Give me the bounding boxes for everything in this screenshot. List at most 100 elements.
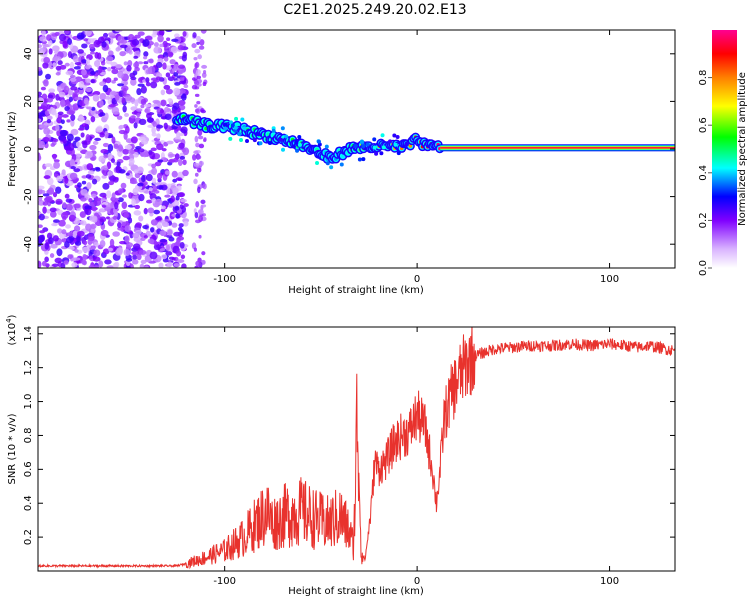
- spectrogram-noise-blob: [151, 167, 158, 176]
- snr-y-axis: 0.2 0.4 0.6 0.8 1.0 1.2 1.4: [23, 326, 675, 545]
- spectrogram-noise-blob: [175, 177, 183, 181]
- spectrogram-noise-blob: [81, 123, 88, 128]
- spectrogram-ridge-fragment: [223, 126, 228, 131]
- spectrogram-noise-blob: [166, 37, 171, 42]
- spectrogram-noise-blob: [195, 260, 201, 267]
- spectrogram-noise-blob: [107, 32, 116, 37]
- spectrogram-noise-blob: [51, 223, 58, 227]
- spectrogram-noise-blob: [140, 237, 146, 241]
- spectrogram-noise-blob: [40, 102, 48, 109]
- spectrogram-noise-blob: [93, 39, 101, 48]
- spectrogram-noise-blob: [137, 83, 145, 87]
- spectrogram-noise-blob: [148, 187, 153, 192]
- spectrogram-noise-blob: [49, 253, 55, 258]
- spectrogram-noise-blob: [177, 192, 186, 198]
- spectrogram-noise-blob: [201, 204, 207, 208]
- spectrogram-noise-blob: [164, 194, 171, 198]
- spectrogram-noise-blob: [57, 85, 62, 92]
- spectrogram-noise-blob: [108, 181, 115, 186]
- spectrogram-noise-blob: [70, 86, 78, 91]
- spectrogram-ridge-fragment: [267, 141, 272, 146]
- spectrogram-noise-blob: [130, 76, 137, 81]
- spectrogram-noise-blob: [124, 95, 133, 101]
- spectrogram-noise-blob: [106, 265, 115, 268]
- spectrogram-y-axis: -40 -20 0 20 40: [23, 47, 675, 252]
- spectrogram-noise-blob: [112, 176, 119, 183]
- spectrogram-x-tick-label: 0: [414, 274, 420, 285]
- spectrogram-noise-blob: [46, 97, 53, 103]
- spectrogram-noise-blob: [155, 61, 163, 69]
- spectrogram-noise-blob: [90, 79, 95, 84]
- spectrogram-noise-blob: [49, 207, 57, 213]
- spectrogram-noise-blob: [123, 61, 128, 66]
- spectrogram-ridge-fragment: [372, 145, 377, 150]
- spectrogram-noise-blob: [67, 142, 75, 151]
- spectrogram-noise-blob: [196, 75, 202, 80]
- spectrogram-noise-blob: [201, 64, 208, 69]
- spectrogram-noise-blob: [173, 63, 180, 72]
- spectrogram-noise-blob: [85, 78, 92, 84]
- spectrogram-noise-blob: [73, 203, 81, 209]
- spectrogram-noise-blob: [171, 170, 178, 178]
- spectrogram-noise-blob: [105, 77, 112, 84]
- spectrogram-noise-blob: [46, 34, 52, 41]
- spectrogram-noise-blob: [179, 76, 185, 81]
- spectrogram-noise-blob: [159, 108, 164, 114]
- spectrogram-ridge-fragment: [339, 162, 344, 167]
- spectrogram-noise-blob: [82, 141, 88, 149]
- spectrogram-noise-blob: [100, 60, 106, 66]
- spectrogram-noise-blob: [144, 106, 151, 114]
- spectrogram-noise-blob: [69, 246, 75, 251]
- spectrogram-noise-blob: [140, 139, 149, 145]
- spectrogram-noise-blob: [191, 84, 198, 90]
- spectrogram-noise-blob: [136, 87, 142, 96]
- snr-y-label: SNR (10 * v/v): [7, 413, 18, 484]
- spectrogram-panel: -100 0 100 -40 -20 0 20 40 Height of straight …: [7, 29, 676, 296]
- spectrogram-noise-blob: [152, 30, 157, 36]
- colorbar-tick-label: 0.2: [698, 212, 709, 228]
- spectrogram-noise-blob: [183, 84, 189, 89]
- spectrogram-noise-blob: [49, 210, 57, 218]
- spectrogram-noise-blob: [177, 226, 183, 232]
- spectrogram-noise-blob: [196, 167, 202, 173]
- spectrogram-noise-blob: [81, 69, 87, 76]
- spectrogram-noise-blob: [53, 56, 62, 62]
- spectrogram-noise-blob: [144, 265, 149, 268]
- spectrogram-noise-blob: [76, 32, 85, 40]
- spectrogram-ridge-fragment: [228, 136, 233, 141]
- snr-y-tick-label: 0.4: [23, 495, 34, 511]
- spectrogram-noise-blob: [46, 118, 52, 124]
- spectrogram-noise-blob: [202, 183, 207, 190]
- spectrogram-noise-blob: [93, 265, 100, 268]
- spectrogram-noise-blob: [38, 91, 42, 96]
- spectrogram-noise-blob: [114, 94, 120, 101]
- spectrogram-noise-blob: [183, 220, 189, 227]
- spectrogram-noise-blob: [61, 114, 69, 118]
- colorbar-gradient: [712, 30, 737, 268]
- spectrogram-noise-blob: [149, 151, 156, 160]
- colorbar-tick-label: 0.6: [698, 117, 709, 133]
- spectrogram-noise-blob: [201, 251, 206, 256]
- spectrogram-noise-blob: [197, 129, 203, 136]
- spectrogram-noise-blob: [181, 263, 187, 268]
- spectrogram-noise-blob: [165, 72, 171, 78]
- spectrogram-x-axis: -100 0 100: [213, 30, 619, 285]
- spectrogram-noise-blob: [176, 259, 185, 264]
- spectrogram-noise-blob: [58, 219, 66, 227]
- spectrogram-noise-blob: [149, 251, 158, 260]
- snr-x-tick-label: -100: [213, 576, 236, 587]
- spectrogram-noise-blob: [160, 205, 166, 210]
- spectrogram-noise-blob: [171, 109, 177, 114]
- spectrogram-noise-blob: [194, 62, 198, 69]
- spectrogram-noise-blob: [159, 30, 165, 37]
- spectrogram-noise-blob: [92, 215, 98, 223]
- spectrogram-noise-blob: [39, 36, 48, 42]
- spectrogram-noise-blob: [180, 254, 186, 260]
- spectrogram-noise-blob: [156, 124, 164, 129]
- spectrogram-noise-blob: [41, 260, 47, 267]
- spectrogram-noise-blob: [202, 81, 207, 87]
- spectrogram-ridge-fragment: [329, 165, 334, 170]
- spectrogram-y-tick-label: -20: [23, 188, 34, 204]
- spectrogram-noise-blob: [99, 208, 105, 213]
